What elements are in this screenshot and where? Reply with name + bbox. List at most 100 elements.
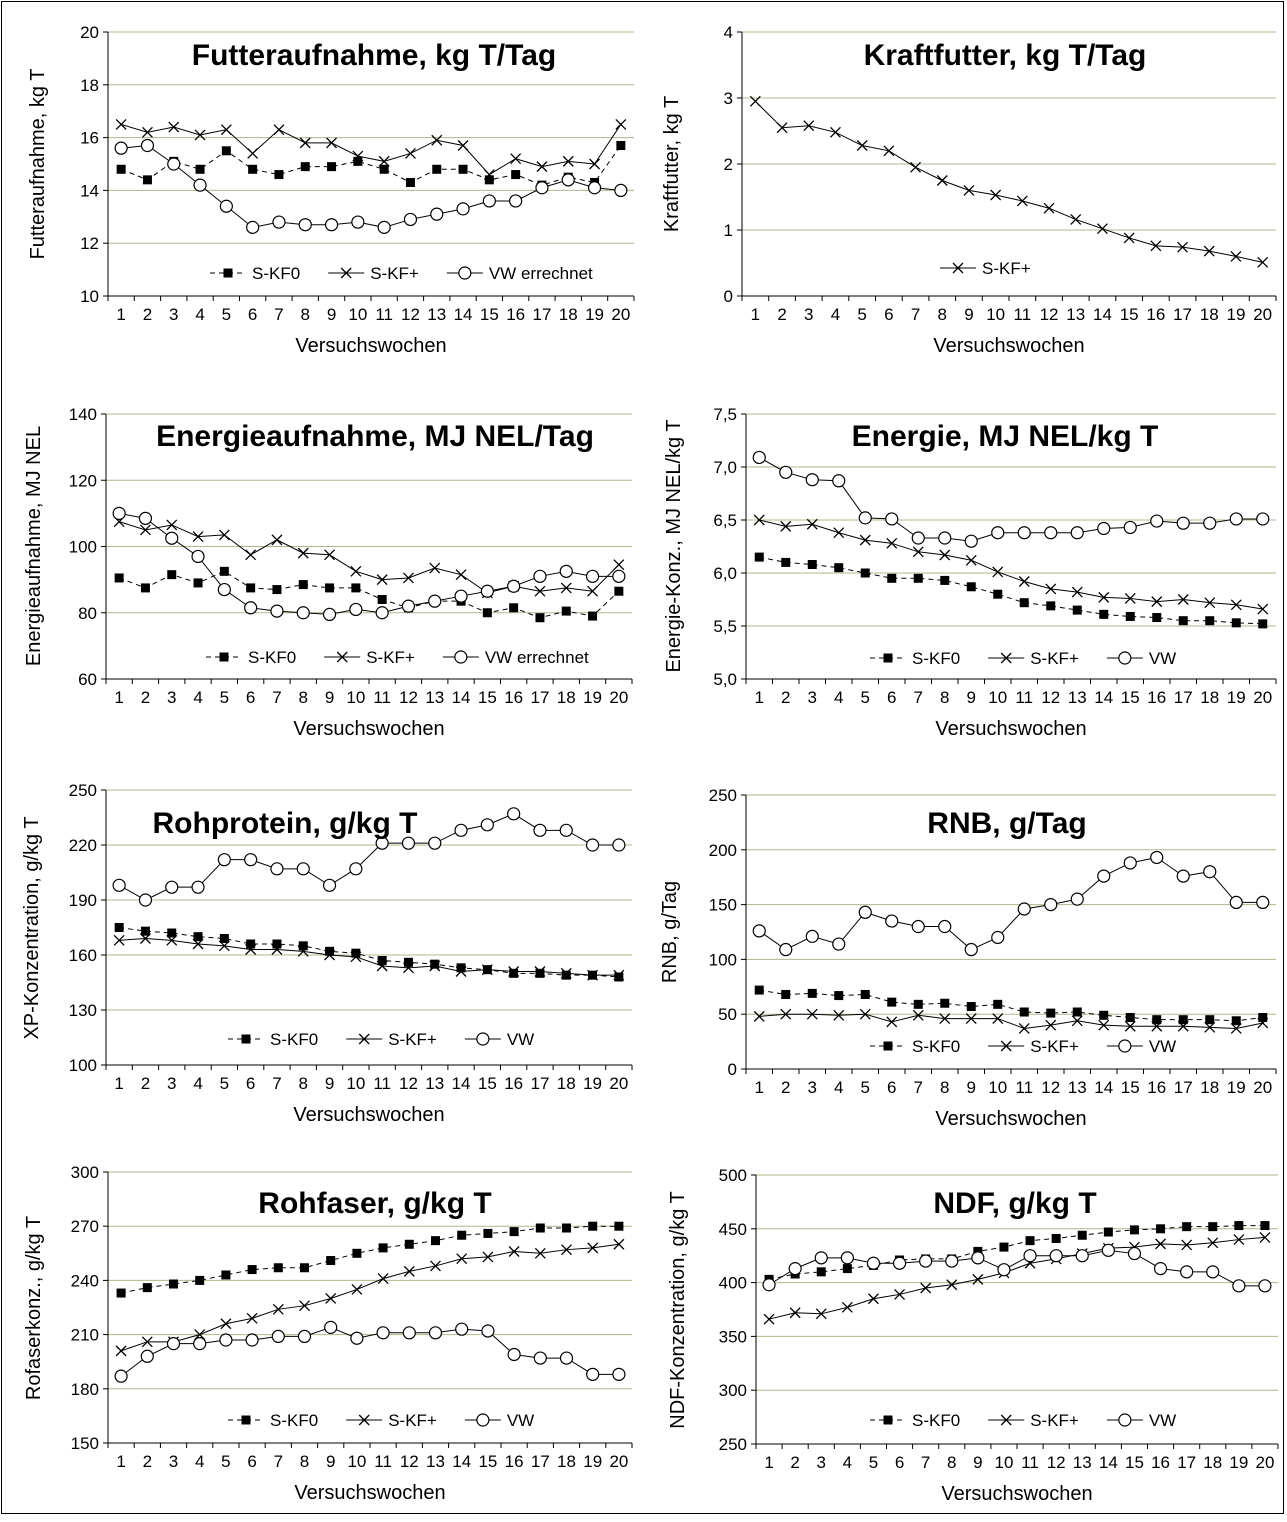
x-tick-label: 19: [583, 1452, 602, 1471]
x-tick-label: 14: [454, 305, 473, 324]
data-point: [1231, 618, 1241, 628]
data-point: [752, 924, 766, 938]
x-tick-label: 17: [532, 305, 551, 324]
data-point: [271, 534, 283, 546]
data-point: [247, 147, 259, 159]
data-point: [191, 880, 205, 894]
data-point: [430, 207, 444, 221]
legend-label: S-KF+: [982, 259, 1031, 278]
y-tick-label: 2: [724, 155, 733, 174]
data-point: [560, 967, 572, 979]
data-point: [509, 194, 523, 208]
data-point: [1207, 1237, 1219, 1249]
data-point: [613, 559, 625, 571]
x-tick-label: 16: [1151, 1453, 1170, 1472]
x-tick-label: 15: [1121, 688, 1140, 707]
data-point: [298, 218, 312, 232]
data-point: [816, 1267, 826, 1277]
data-point: [1044, 526, 1058, 540]
x-tick-label: 15: [478, 688, 497, 707]
y-tick-label: 20: [80, 23, 99, 42]
data-point: [1181, 1239, 1193, 1251]
y-tick-label: 6,5: [713, 511, 737, 530]
x-tick-label: 3: [808, 688, 817, 707]
data-point: [966, 582, 976, 592]
data-point: [920, 1282, 932, 1294]
data-point: [377, 220, 391, 234]
legend-marker: [952, 262, 964, 274]
data-point: [1230, 599, 1242, 611]
x-tick-label: 4: [193, 1074, 202, 1093]
x-tick-label: 5: [220, 688, 229, 707]
legend-label: S-KF0: [912, 649, 960, 668]
x-tick-label: 17: [531, 1452, 550, 1471]
data-point: [1098, 1019, 1110, 1031]
x-tick-label: 20: [1253, 305, 1272, 324]
data-point: [457, 140, 469, 151]
data-point: [859, 534, 871, 546]
data-point: [1129, 1225, 1139, 1235]
data-point: [116, 1288, 126, 1298]
data-point: [194, 129, 206, 141]
y-tick-label: 5,0: [713, 670, 737, 689]
data-point: [217, 582, 231, 597]
legend-label: S-KF0: [912, 1411, 960, 1430]
legend-marker: [241, 1415, 251, 1425]
data-point: [561, 1244, 572, 1256]
x-axis-label: Versuchswochen: [941, 1483, 1092, 1505]
data-point: [140, 926, 150, 936]
data-point: [612, 838, 626, 852]
x-tick-label: 2: [143, 305, 152, 324]
x-tick-label: 8: [940, 688, 949, 707]
series-S-KF+: [113, 516, 625, 599]
data-point: [993, 999, 1003, 1009]
legend-label: VW: [1149, 1411, 1176, 1430]
data-point: [964, 942, 978, 957]
data-point: [115, 118, 127, 130]
x-tick-label: 12: [1041, 1078, 1060, 1097]
legend: S-KF0 S-KF+ VW: [228, 1030, 534, 1049]
data-point: [246, 220, 260, 234]
data-point: [139, 933, 151, 944]
x-tick-label: 10: [346, 1074, 365, 1093]
data-point: [586, 1367, 600, 1381]
y-tick-label: 250: [69, 781, 97, 800]
data-point: [938, 919, 952, 934]
data-point: [616, 141, 626, 151]
x-tick-label: 9: [967, 688, 976, 707]
legend-marker: [223, 268, 233, 278]
legend-marker: [1118, 1039, 1132, 1053]
data-point: [614, 1221, 624, 1231]
x-tick-label: 2: [141, 688, 150, 707]
data-point: [883, 145, 895, 157]
data-point: [482, 194, 496, 208]
data-point: [910, 161, 922, 173]
legend-label: S-KF+: [388, 1030, 437, 1049]
data-point: [483, 1228, 493, 1238]
data-point: [913, 999, 923, 1009]
data-point: [349, 862, 363, 876]
data-point: [326, 1256, 336, 1266]
x-tick-label: 9: [973, 1453, 982, 1472]
data-point: [140, 583, 150, 593]
data-point: [1096, 223, 1108, 235]
y-tick-label: 350: [719, 1327, 747, 1346]
x-tick-label: 17: [1174, 1078, 1193, 1097]
data-point: [1208, 1222, 1218, 1232]
data-point: [1152, 1015, 1162, 1025]
data-point: [1152, 613, 1162, 623]
legend-label: VW errechnet: [485, 648, 589, 667]
data-point: [402, 962, 414, 974]
x-tick-label: 9: [327, 305, 336, 324]
data-point: [458, 164, 468, 174]
data-point: [219, 566, 229, 576]
series-VW: [752, 450, 1270, 548]
x-tick-label: 7: [272, 1074, 281, 1093]
data-point: [166, 1337, 181, 1351]
data-point: [298, 941, 308, 951]
x-tick-label: 10: [347, 1452, 366, 1471]
data-point: [1258, 619, 1268, 629]
data-point: [245, 944, 257, 955]
